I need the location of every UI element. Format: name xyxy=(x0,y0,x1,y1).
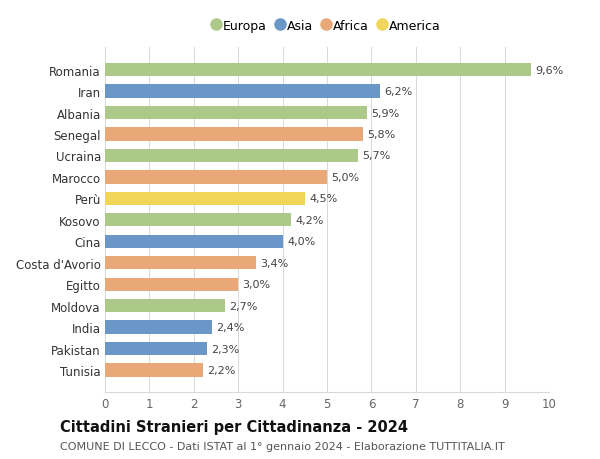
Bar xyxy=(105,106,367,120)
Text: 4,0%: 4,0% xyxy=(287,237,315,247)
Bar xyxy=(105,299,225,313)
Text: 4,2%: 4,2% xyxy=(296,215,324,225)
Text: 5,7%: 5,7% xyxy=(362,151,391,161)
Text: 6,2%: 6,2% xyxy=(385,87,413,97)
Bar xyxy=(105,150,358,163)
Bar xyxy=(105,321,212,334)
Bar xyxy=(105,342,207,355)
Text: 3,0%: 3,0% xyxy=(242,280,271,290)
Text: 5,9%: 5,9% xyxy=(371,108,400,118)
Text: 3,4%: 3,4% xyxy=(260,258,289,268)
Bar xyxy=(105,171,327,184)
Text: 2,3%: 2,3% xyxy=(212,344,240,354)
Text: 2,7%: 2,7% xyxy=(229,301,257,311)
Bar xyxy=(105,257,256,270)
Text: 2,2%: 2,2% xyxy=(207,365,235,375)
Bar xyxy=(105,192,305,206)
Text: 9,6%: 9,6% xyxy=(536,66,564,75)
Bar xyxy=(105,64,531,77)
Text: COMUNE DI LECCO - Dati ISTAT al 1° gennaio 2024 - Elaborazione TUTTITALIA.IT: COMUNE DI LECCO - Dati ISTAT al 1° genna… xyxy=(60,441,505,451)
Bar xyxy=(105,278,238,291)
Text: 5,8%: 5,8% xyxy=(367,130,395,140)
Text: 4,5%: 4,5% xyxy=(309,194,337,204)
Text: 2,4%: 2,4% xyxy=(216,322,244,332)
Bar xyxy=(105,85,380,99)
Bar xyxy=(105,235,283,248)
Text: 5,0%: 5,0% xyxy=(331,173,359,183)
Bar xyxy=(105,128,362,141)
Text: Cittadini Stranieri per Cittadinanza - 2024: Cittadini Stranieri per Cittadinanza - 2… xyxy=(60,419,408,434)
Bar xyxy=(105,364,203,377)
Legend: Europa, Asia, Africa, America: Europa, Asia, Africa, America xyxy=(213,20,441,33)
Bar xyxy=(105,214,292,227)
